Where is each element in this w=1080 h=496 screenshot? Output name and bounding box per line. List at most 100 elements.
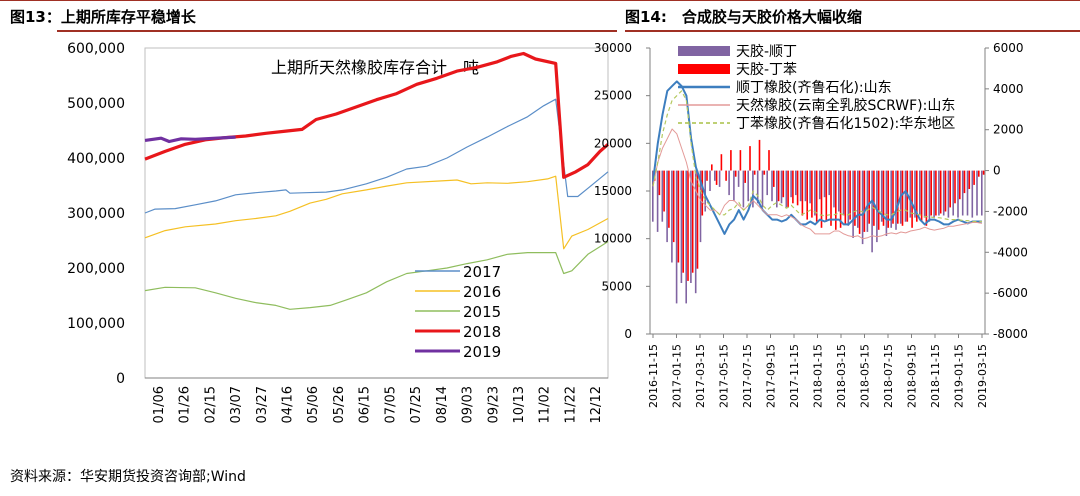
bar-spread-sbr: [773, 170, 775, 187]
bar-spread-br: [857, 170, 859, 228]
bar-spread-sbr: [811, 170, 813, 218]
y-tick-label: 100,000: [67, 316, 125, 332]
bar-spread-br: [933, 170, 935, 218]
x-tick-label: 09/23: [486, 386, 501, 423]
bar-spread-br: [861, 170, 864, 245]
bar-spread-sbr: [949, 170, 951, 208]
bar-spread-sbr: [677, 170, 680, 263]
legend-label-顺丁橡胶(齐鲁石化):山东: 顺丁橡胶(齐鲁石化):山东: [736, 79, 892, 96]
bar-spread-sbr: [758, 139, 761, 171]
bar-spread-br: [728, 170, 730, 196]
x-tick-label: 05/06: [306, 386, 321, 423]
bar-spread-sbr: [715, 170, 718, 185]
bar-spread-br: [814, 170, 816, 216]
x-tick-label: 2017-11-15: [788, 344, 801, 408]
bar-spread-sbr: [897, 170, 899, 224]
figure13-title: 图13：上期所库存平稳增长: [10, 8, 196, 26]
x-tick-label: 11/22: [563, 386, 578, 423]
bar-spread-br: [790, 170, 792, 198]
bar-spread-sbr: [711, 164, 713, 171]
bar-spread-br: [804, 170, 807, 202]
bar-spread-sbr: [668, 170, 670, 228]
bar-spread-sbr: [887, 170, 889, 228]
bar-spread-br: [852, 170, 854, 238]
x-tick-label: 2018-01-15: [812, 344, 825, 408]
bar-spread-br: [952, 170, 954, 216]
bar-spread-br: [776, 170, 778, 208]
bar-spread-br: [938, 170, 940, 216]
bar-spread-sbr: [954, 170, 956, 204]
x-tick-label: 2018-09-15: [906, 344, 919, 408]
bar-spread-br: [966, 170, 969, 216]
bar-spread-br: [866, 170, 869, 232]
legend-label-2016: 2016: [463, 283, 501, 301]
bar-spread-sbr: [663, 170, 665, 212]
bar-spread-br: [733, 170, 735, 202]
bar-spread-br: [699, 170, 702, 243]
bar-spread-sbr: [863, 170, 866, 232]
y-tick-label: 200,000: [67, 261, 125, 277]
x-tick-label: 2017-05-15: [718, 344, 731, 408]
series-line-顺丁橡胶(齐鲁石化):山东: [652, 80, 982, 235]
bar-spread-sbr: [691, 170, 694, 273]
bar-spread-br: [704, 170, 706, 212]
chart-price-spread: 050001000015000200002500030000-8000-6000…: [594, 41, 1028, 408]
x-tick-label: 07/05: [383, 386, 398, 423]
bar-spread-br: [914, 170, 916, 218]
bar-spread-br: [742, 170, 745, 208]
bar-spread-sbr: [930, 170, 932, 216]
bar-spread-sbr: [730, 150, 732, 171]
bar-spread-br: [694, 170, 697, 294]
x-tick-label: 03/27: [255, 386, 270, 423]
legend-swatch-天胶-丁苯: [678, 64, 730, 74]
bar-spread-br: [942, 170, 945, 216]
bar-spread-br: [661, 170, 664, 222]
bar-spread-sbr: [725, 170, 727, 181]
bar-spread-br: [747, 170, 749, 202]
bar-spread-sbr: [706, 170, 708, 181]
x-tick-label: 10/13: [512, 386, 527, 423]
bar-spread-sbr: [806, 170, 808, 220]
x-tick-label: 07/25: [409, 386, 424, 423]
bar-spread-br: [709, 170, 711, 191]
bar-spread-sbr: [777, 170, 780, 202]
bar-spread-sbr: [959, 170, 961, 200]
y-tick-label: 300,000: [67, 206, 125, 222]
legend-label-天胶-丁苯: 天胶-丁苯: [736, 61, 797, 78]
bar-spread-br: [818, 170, 821, 200]
x-tick-label: 12/12: [589, 386, 604, 423]
bar-spread-sbr: [658, 170, 661, 196]
bar-spread-br: [957, 170, 959, 218]
bar-spread-sbr: [944, 170, 947, 212]
bar-spread-sbr: [973, 170, 975, 185]
bar-spread-br: [971, 170, 974, 218]
left-tick-label: 0: [624, 327, 632, 341]
x-tick-label: 09/03: [461, 386, 476, 423]
bar-spread-br: [785, 170, 788, 208]
bar-spread-sbr: [830, 170, 832, 226]
bar-spread-br: [690, 170, 692, 283]
bar-spread-sbr: [753, 170, 756, 175]
title-rule-right: [625, 30, 1080, 32]
bar-spread-br: [947, 170, 950, 218]
bar-spread-br: [666, 170, 668, 243]
bar-spread-sbr: [925, 170, 928, 226]
x-tick-label: 2018-03-15: [835, 344, 848, 408]
bar-spread-br: [656, 170, 659, 232]
right-tick-label: 0: [993, 164, 1001, 178]
right-tick-label: -6000: [993, 286, 1028, 300]
bar-spread-br: [961, 170, 964, 216]
legend-label-天胶-顺丁: 天胶-顺丁: [736, 43, 797, 60]
x-tick-label: 02/15: [203, 386, 218, 423]
source-note: 资料来源：华安期货投资咨询部;Wind: [10, 469, 246, 485]
right-tick-label: 4000: [993, 82, 1024, 96]
bar-spread-br: [890, 170, 892, 228]
x-tick-label: 2019-03-15: [976, 344, 989, 408]
bar-spread-sbr: [935, 170, 937, 216]
bar-spread-sbr: [978, 170, 980, 177]
x-tick-label: 2018-05-15: [859, 344, 872, 408]
x-tick-label: 06/15: [358, 386, 373, 423]
bar-spread-br: [809, 170, 811, 204]
series-line-2016: [144, 175, 609, 250]
bar-spread-sbr: [982, 170, 985, 175]
